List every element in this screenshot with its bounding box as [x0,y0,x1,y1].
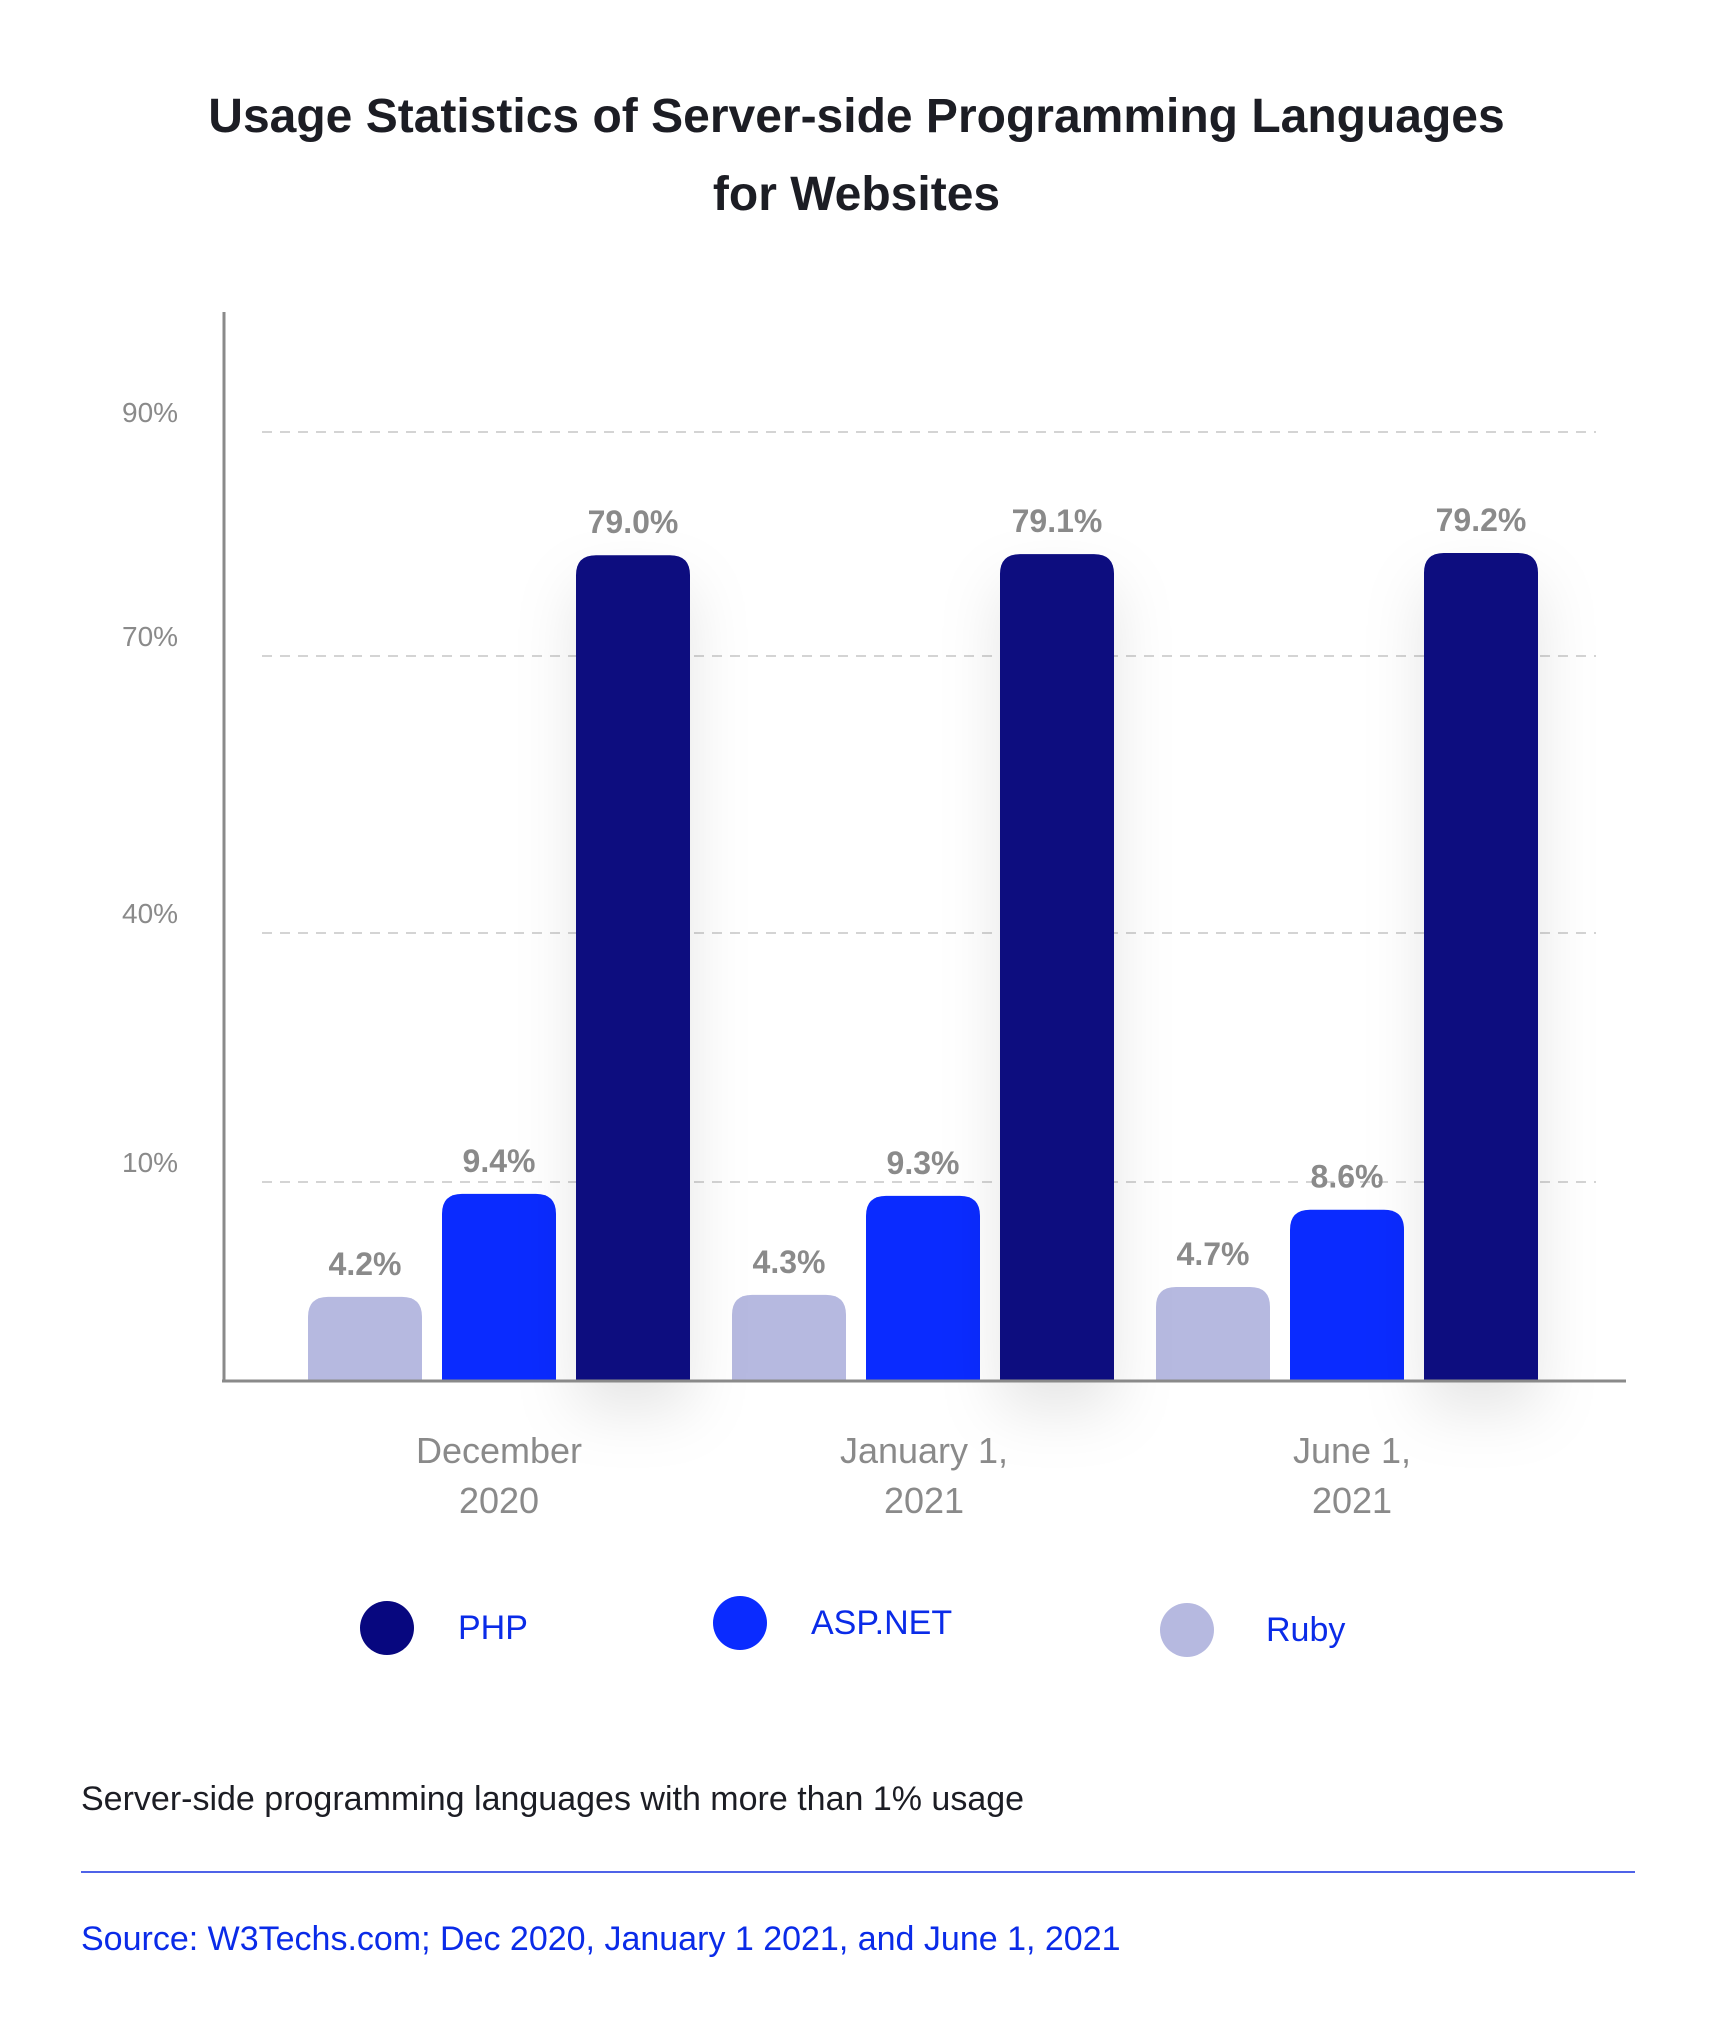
legend-swatch-ruby [1160,1603,1214,1657]
x-category-label: 2020 [459,1480,539,1521]
chart-title-line-2: for Websites [712,168,1001,221]
legend-item-ruby: Ruby [1160,1603,1345,1657]
bar-aspnet [442,1193,556,1380]
data-label: 4.2% [329,1246,402,1282]
data-label: 4.7% [1177,1236,1250,1272]
value-labels: 4.2% 4.3% 4.7% 9.4% 9.3% 8.6% 79.0% 79.1% 79.2% [329,502,1527,1282]
axes [222,312,1626,1383]
y-tick-label: 10% [122,1147,178,1178]
data-label: 9.4% [463,1143,536,1179]
y-tick-label: 90% [122,397,178,428]
y-tick-label: 40% [122,898,178,929]
data-label: 8.6% [1311,1159,1384,1195]
bar-php [1000,554,1114,1380]
bar-chart: 10% 40% 70% 90% 4.2% 4.3% 4.7% 9.4% 9.3% 8.6% 79.… [122,312,1626,1521]
legend-item-aspnet: ASP.NET [713,1596,952,1650]
y-tick-label: 70% [122,621,178,652]
data-label: 4.3% [753,1244,826,1280]
bar-aspnet [866,1195,980,1380]
grid-lines [262,431,1596,1183]
legend-label-php: PHP [458,1608,528,1647]
bar-ruby [1156,1286,1270,1380]
bar-php [1424,552,1538,1380]
legend-label-ruby: Ruby [1266,1610,1346,1649]
bar-ruby [732,1294,846,1380]
x-category-label: 2021 [884,1480,964,1521]
x-category-label: 2021 [1312,1480,1392,1521]
data-label: 79.2% [1436,502,1527,538]
data-label: 79.1% [1012,503,1103,539]
source-text: Source: W3Techs.com; Dec 2020, January 1… [81,1920,1121,1958]
bar-aspnet [1290,1209,1404,1380]
footer-divider [81,1871,1635,1873]
chart-title-line-1: Usage Statistics of Server-side Programm… [208,90,1505,143]
legend-item-php: PHP [360,1601,528,1655]
legend-swatch-php [360,1601,414,1655]
bar-php [576,555,690,1380]
chart-note: Server-side programming languages with m… [81,1780,1025,1818]
data-label: 9.3% [887,1145,960,1181]
x-category-label: January 1, [840,1430,1008,1471]
x-category-label: December [416,1430,582,1471]
chart-title: Usage Statistics of Server-side Programm… [0,78,1713,234]
data-label: 79.0% [588,504,679,540]
bar-ruby [308,1296,422,1380]
bars [308,552,1538,1380]
y-axis-ticks: 10% 40% 70% 90% [122,397,178,1178]
x-axis-labels: December 2020 January 1, 2021 June 1, 2021 [416,1430,1411,1521]
legend-swatch-aspnet [713,1596,767,1650]
legend-label-aspnet: ASP.NET [811,1603,953,1642]
x-category-label: June 1, [1293,1430,1411,1471]
